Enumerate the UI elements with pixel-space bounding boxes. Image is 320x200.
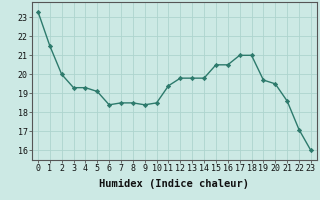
X-axis label: Humidex (Indice chaleur): Humidex (Indice chaleur)	[100, 179, 249, 189]
